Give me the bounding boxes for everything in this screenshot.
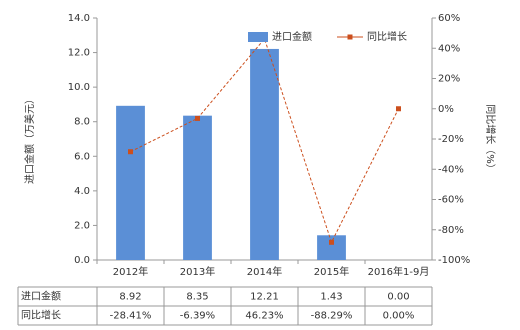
y2-tick-label: -100% [438,255,470,266]
x-tick-label: 2012年 [113,265,148,278]
table-cell: 46.23% [245,311,283,322]
table-row-header: 进口金额 [21,290,61,303]
table-cell: 8.92 [119,292,141,303]
y-tick-label: 4.0 [74,186,90,197]
table-cell: 8.35 [186,292,208,303]
y2-tick-label: -20% [438,134,464,145]
x-tick-label: 2016年1-9月 [368,265,430,278]
bar [317,235,346,260]
bar [183,115,212,261]
y2-tick-label: -80% [438,225,464,236]
y-tick-label: 12.0 [68,48,90,59]
legend-swatch [347,34,353,40]
table-cell: -88.29% [311,311,353,322]
y2-tick-label: 0% [438,104,454,115]
x-tick-label: 2014年 [247,265,282,278]
legend-label: 同比增长 [367,30,407,43]
line-point [396,106,401,112]
legend-swatch [248,32,268,42]
y-tick-label: 14.0 [68,13,90,24]
table-cell: 0.00% [383,311,415,322]
y-tick-label: 6.0 [74,151,90,162]
table-cell: 1.43 [320,292,342,303]
bar [250,48,279,260]
y-tick-label: 0.0 [74,255,90,266]
y2-axis-label: 同比增长（%） [484,104,497,174]
y2-tick-label: -40% [438,164,464,175]
line-point [128,149,133,155]
y-tick-label: 8.0 [74,117,90,128]
line-point [329,239,334,245]
x-tick-label: 2013年 [180,265,215,278]
table-cell: 0.00 [387,292,409,303]
line-point [195,115,200,121]
y2-tick-label: 40% [438,43,460,54]
y-tick-label: 2.0 [74,220,90,231]
table-cell: -28.41% [110,311,152,322]
bar [116,105,145,260]
x-tick-label: 2015年 [314,265,349,278]
table-cell: 12.21 [250,292,279,303]
table-row-header: 同比增长 [21,309,61,322]
table-cell: -6.39% [180,311,215,322]
line [130,37,399,244]
y-axis-label: 进口金额（万美元） [23,94,36,184]
y-tick-label: 10.0 [68,82,90,93]
legend-label: 进口金额 [272,30,312,43]
y2-tick-label: 60% [438,13,460,24]
y2-tick-label: 20% [438,74,460,85]
y2-tick-label: -60% [438,195,464,206]
